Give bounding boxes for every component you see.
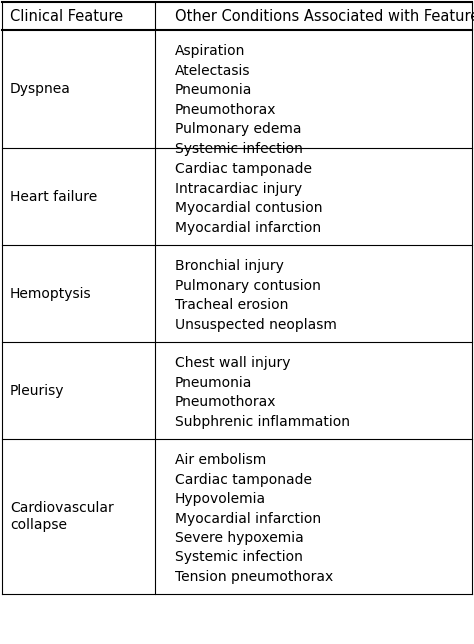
Text: Unsuspected neoplasm: Unsuspected neoplasm — [175, 317, 337, 332]
Text: Clinical Feature: Clinical Feature — [10, 8, 123, 23]
Text: Cardiac tamponade: Cardiac tamponade — [175, 162, 312, 176]
Text: Pleurisy: Pleurisy — [10, 383, 64, 397]
Text: Atelectasis: Atelectasis — [175, 64, 250, 77]
Text: Pneumonia: Pneumonia — [175, 375, 252, 390]
Text: Myocardial contusion: Myocardial contusion — [175, 201, 322, 215]
Text: Myocardial infarction: Myocardial infarction — [175, 511, 321, 526]
Text: Tracheal erosion: Tracheal erosion — [175, 298, 288, 312]
Text: Systemic infection: Systemic infection — [175, 551, 303, 565]
Text: Intracardiac injury: Intracardiac injury — [175, 182, 302, 196]
Text: Chest wall injury: Chest wall injury — [175, 356, 291, 370]
Text: Dyspnea: Dyspnea — [10, 82, 71, 96]
Text: Pulmonary contusion: Pulmonary contusion — [175, 278, 321, 292]
Text: Systemic infection: Systemic infection — [175, 142, 303, 155]
Text: Pulmonary edema: Pulmonary edema — [175, 122, 301, 136]
Text: Aspiration: Aspiration — [175, 44, 246, 58]
Text: Pneumothorax: Pneumothorax — [175, 102, 276, 117]
Text: Pneumonia: Pneumonia — [175, 83, 252, 97]
Text: Hypovolemia: Hypovolemia — [175, 492, 266, 506]
Text: Heart failure: Heart failure — [10, 189, 97, 204]
Text: Hemoptysis: Hemoptysis — [10, 287, 91, 301]
Text: Other Conditions Associated with Feature: Other Conditions Associated with Feature — [175, 8, 474, 23]
Text: Pneumothorax: Pneumothorax — [175, 395, 276, 409]
Text: Tension pneumothorax: Tension pneumothorax — [175, 570, 333, 584]
Text: Severe hypoxemia: Severe hypoxemia — [175, 531, 304, 545]
Text: Cardiac tamponade: Cardiac tamponade — [175, 473, 312, 486]
Text: Cardiovascular
collapse: Cardiovascular collapse — [10, 502, 114, 531]
Text: Air embolism: Air embolism — [175, 453, 266, 467]
Text: Subphrenic inflammation: Subphrenic inflammation — [175, 415, 350, 428]
Text: Bronchial injury: Bronchial injury — [175, 259, 284, 273]
Text: Myocardial infarction: Myocardial infarction — [175, 220, 321, 234]
